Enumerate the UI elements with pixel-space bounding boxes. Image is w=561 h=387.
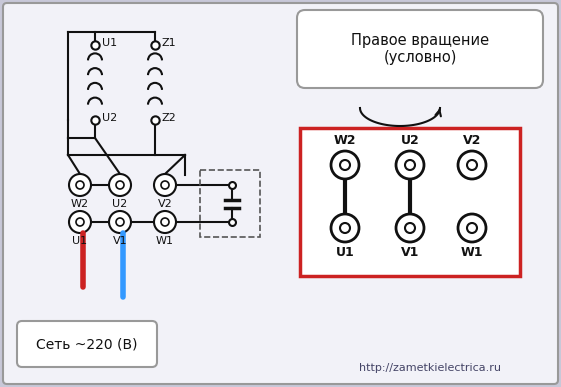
Circle shape: [69, 174, 91, 196]
FancyBboxPatch shape: [297, 10, 543, 88]
Text: U2: U2: [401, 134, 420, 147]
Text: W1: W1: [156, 236, 174, 246]
Text: W2: W2: [334, 134, 356, 147]
Text: Z1: Z1: [162, 38, 177, 48]
Text: V1: V1: [401, 246, 419, 259]
Text: U1: U1: [102, 38, 117, 48]
Circle shape: [405, 160, 415, 170]
FancyBboxPatch shape: [3, 3, 558, 384]
Text: Сеть ~220 (В): Сеть ~220 (В): [36, 337, 138, 351]
Text: V2: V2: [158, 199, 172, 209]
Circle shape: [161, 218, 169, 226]
Circle shape: [76, 181, 84, 189]
Text: Z2: Z2: [162, 113, 177, 123]
Text: Правое вращение
(условно): Правое вращение (условно): [351, 33, 489, 65]
Circle shape: [396, 214, 424, 242]
Circle shape: [405, 223, 415, 233]
Text: http://zametkielectrica.ru: http://zametkielectrica.ru: [359, 363, 501, 373]
Circle shape: [331, 151, 359, 179]
Text: V1: V1: [113, 236, 127, 246]
Text: U1: U1: [72, 236, 88, 246]
Circle shape: [116, 181, 124, 189]
Text: W1: W1: [461, 246, 483, 259]
Circle shape: [116, 218, 124, 226]
Text: U1: U1: [335, 246, 355, 259]
Circle shape: [467, 223, 477, 233]
Circle shape: [458, 151, 486, 179]
Text: U2: U2: [112, 199, 127, 209]
Text: V2: V2: [463, 134, 481, 147]
Circle shape: [154, 211, 176, 233]
Circle shape: [467, 160, 477, 170]
FancyBboxPatch shape: [17, 321, 157, 367]
Bar: [300, 128, 520, 276]
Text: W2: W2: [71, 199, 89, 209]
Circle shape: [109, 211, 131, 233]
Circle shape: [161, 181, 169, 189]
Circle shape: [109, 174, 131, 196]
Circle shape: [396, 151, 424, 179]
Circle shape: [331, 214, 359, 242]
Text: U2: U2: [102, 113, 117, 123]
Circle shape: [340, 160, 350, 170]
Circle shape: [154, 174, 176, 196]
Circle shape: [458, 214, 486, 242]
Circle shape: [76, 218, 84, 226]
Circle shape: [340, 223, 350, 233]
Bar: [200, 170, 260, 237]
Circle shape: [69, 211, 91, 233]
